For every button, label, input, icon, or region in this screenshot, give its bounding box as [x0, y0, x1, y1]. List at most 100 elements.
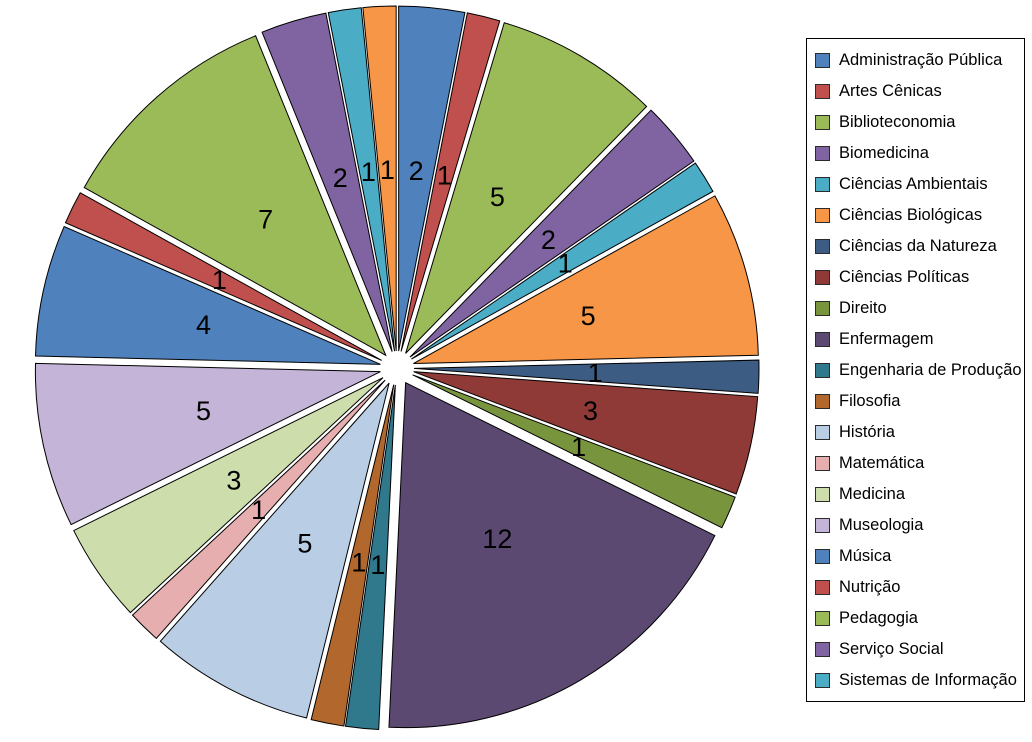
legend-item-enfermagem: Enfermagem: [815, 324, 1024, 355]
slice-value-label-pedagogia: 7: [258, 205, 273, 235]
pie-slice-sistemas-de-informacao: [327, 7, 396, 352]
legend-swatch-ciencias-da-natureza: [815, 239, 830, 254]
legend-label: Ciências Políticas: [839, 268, 970, 286]
pie-slice-ciencias-biologicas: [413, 195, 759, 365]
slice-value-label-musica: 4: [196, 310, 211, 340]
legend-label: Música: [839, 547, 892, 565]
slice-value-label-servico-social: 2: [333, 163, 348, 193]
slice-value-label-filosofia: 1: [351, 547, 366, 577]
legend-label: Engenharia de Produção: [839, 361, 1022, 379]
slice-value-label-sistemas-de-informacao: 1: [361, 157, 376, 187]
legend-label: Enfermagem: [839, 330, 934, 348]
pie-slice-administracao-publica: [398, 5, 466, 352]
legend-item-pedagogia: Pedagogia: [815, 603, 1024, 634]
legend-item-direito: Direito: [815, 293, 1024, 324]
legend-swatch-ciencias-ambientais: [815, 177, 830, 192]
slice-value-label-nutricao: 1: [212, 265, 227, 295]
pie-slice-engenharia-de-producao: [344, 384, 396, 731]
legend-swatch-nutricao: [815, 580, 830, 595]
legend-label: Matemática: [839, 454, 925, 472]
pie-slice-servico-social: [261, 12, 393, 352]
slice-value-label-museologia: 5: [196, 396, 211, 426]
legend-label: Biomedicina: [839, 144, 929, 162]
slice-value-label-enfermagem: 12: [482, 524, 512, 554]
legend-swatch-musica: [815, 549, 830, 564]
legend-swatch-administracao-publica: [815, 53, 830, 68]
legend-swatch-engenharia-de-producao: [815, 363, 830, 378]
pie-slice-unlabeled: [362, 5, 397, 352]
pie-slice-ciencias-da-natureza: [413, 359, 760, 394]
legend-label: Administração Pública: [839, 51, 1003, 69]
legend-item-artes-cenicas: Artes Cênicas: [815, 76, 1024, 107]
pie-slice-matematica: [131, 379, 386, 640]
legend-swatch-medicina: [815, 487, 830, 502]
legend-swatch-ciencias-biologicas: [815, 208, 830, 223]
legend-swatch-artes-cenicas: [815, 84, 830, 99]
pie-slice-direito: [412, 374, 736, 529]
legend-label: Serviço Social: [839, 640, 944, 658]
legend-swatch-sistemas-de-informacao: [815, 673, 830, 688]
slice-value-label-ciencias-ambientais: 1: [558, 249, 573, 279]
pie-slice-musica: [34, 225, 381, 365]
pie-slice-nutricao: [64, 192, 383, 361]
slice-value-label-ciencias-da-natureza: 1: [588, 358, 603, 388]
legend-label: Ciências Ambientais: [839, 175, 988, 193]
legend-item-matematica: Matemática: [815, 448, 1024, 479]
legend-item-nutricao: Nutrição: [815, 572, 1024, 603]
legend-item-ciencias-politicas: Ciências Políticas: [815, 262, 1024, 293]
legend-swatch-museologia: [815, 518, 830, 533]
legend-swatch-ciencias-politicas: [815, 270, 830, 285]
legend-item-sistemas-de-informacao: Sistemas de Informação: [815, 665, 1024, 696]
pie-slice-ciencias-ambientais: [411, 162, 714, 360]
slice-value-label-unlabeled: 1: [380, 155, 395, 185]
legend-item-medicina: Medicina: [815, 479, 1024, 510]
pie-slice-museologia: [34, 362, 381, 526]
legend-label: Ciências da Natureza: [839, 237, 997, 255]
legend: Administração Pública Artes Cênicas Biblio…: [806, 38, 1025, 702]
legend-item-ciencias-da-natureza: Ciências da Natureza: [815, 231, 1024, 262]
legend-swatch-direito: [815, 301, 830, 316]
legend-label: Museologia: [839, 516, 924, 534]
legend-swatch-filosofia: [815, 394, 830, 409]
legend-swatch-servico-social: [815, 642, 830, 657]
legend-item-musica: Música: [815, 541, 1024, 572]
slice-value-label-ciencias-biologicas: 5: [581, 301, 596, 331]
pie-slice-enfermagem: [388, 381, 716, 729]
legend-item-ciencias-biologicas: Ciências Biológicas: [815, 200, 1024, 231]
legend-item-servico-social: Serviço Social: [815, 634, 1024, 665]
slice-value-label-biomedicina: 2: [541, 225, 556, 255]
pie-slice-biblioteconomia: [405, 22, 648, 354]
legend-swatch-biblioteconomia: [815, 115, 830, 130]
legend-swatch-biomedicina: [815, 146, 830, 161]
legend-label: Artes Cênicas: [839, 82, 942, 100]
legend-item-biblioteconomia: Biblioteconomia: [815, 107, 1024, 138]
legend-swatch-enfermagem: [815, 332, 830, 347]
slice-value-label-medicina: 3: [226, 466, 241, 496]
slice-value-label-ciencias-politicas: 3: [583, 396, 598, 426]
pie-slice-filosofia: [310, 384, 395, 727]
pie-slice-biomedicina: [409, 109, 695, 358]
legend-label: História: [839, 423, 895, 441]
legend-item-engenharia-de-producao: Engenharia de Produção: [815, 355, 1024, 386]
slice-value-label-historia: 5: [297, 528, 312, 558]
legend-item-ciencias-ambientais: Ciências Ambientais: [815, 169, 1024, 200]
legend-label: Ciências Biológicas: [839, 206, 983, 224]
legend-swatch-matematica: [815, 456, 830, 471]
legend-label: Sistemas de Informação: [839, 671, 1017, 689]
pie-slice-pedagogia: [83, 35, 387, 357]
slice-value-label-biblioteconomia: 5: [490, 182, 505, 212]
pie-slice-artes-cenicas: [400, 12, 501, 352]
pie-slice-ciencias-politicas: [413, 371, 759, 495]
legend-item-filosofia: Filosofia: [815, 386, 1024, 417]
legend-swatch-historia: [815, 425, 830, 440]
legend-label: Direito: [839, 299, 887, 317]
legend-label: Nutrição: [839, 578, 901, 596]
legend-item-museologia: Museologia: [815, 510, 1024, 541]
slice-value-label-direito: 1: [571, 432, 586, 462]
slice-value-label-administracao-publica: 2: [409, 156, 424, 186]
legend-label: Biblioteconomia: [839, 113, 956, 131]
legend-swatch-pedagogia: [815, 611, 830, 626]
legend-label: Pedagogia: [839, 609, 918, 627]
pie-slice-medicina: [73, 377, 384, 614]
